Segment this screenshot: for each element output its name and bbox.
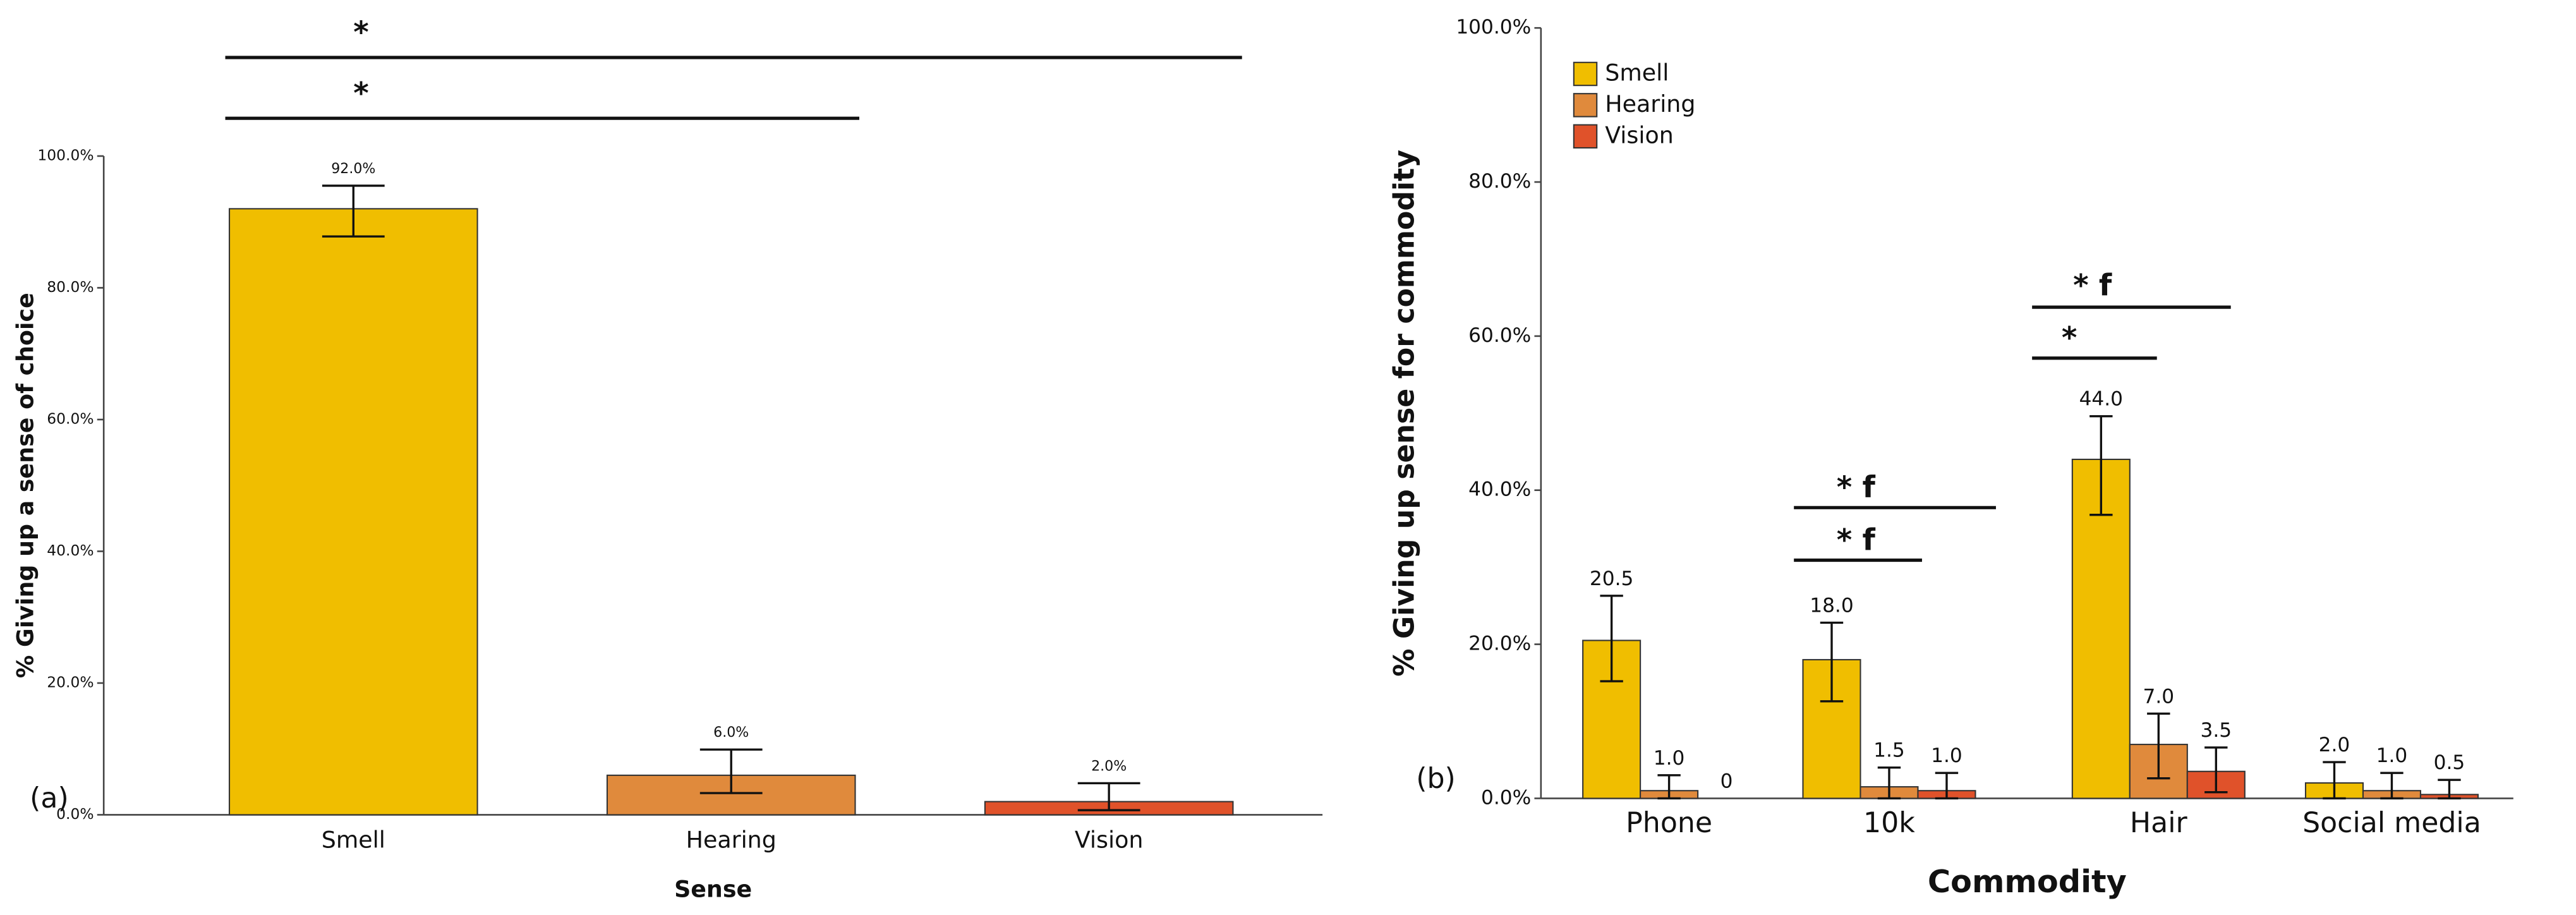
y-tick-label: 0.0% — [56, 805, 94, 823]
y-axis-title: % Giving up a sense of choice — [11, 293, 39, 678]
y-tick-label: 40.0% — [1468, 478, 1531, 501]
y-tick-label: 60.0% — [1468, 324, 1531, 347]
error-bar — [1657, 774, 1681, 800]
legend-label: Hearing — [1605, 90, 1695, 118]
bar — [228, 208, 478, 816]
x-axis-title: Commodity — [1928, 863, 2127, 900]
x-tick-label: Hair — [2130, 807, 2188, 839]
significance-label: * f — [1837, 471, 1876, 505]
value-label: 2.0% — [1091, 758, 1127, 774]
legend-label: Vision — [1605, 121, 1674, 148]
y-tick-label: 100.0% — [37, 146, 94, 164]
value-label: 44.0 — [2079, 388, 2123, 411]
x-tick-label: 10k — [1863, 807, 1915, 839]
error-bar — [2380, 772, 2404, 800]
x-tick-label: Social media — [2302, 807, 2481, 839]
error-bar — [322, 185, 385, 238]
error-bar — [2147, 712, 2170, 780]
error-bar — [2089, 415, 2113, 516]
error-bar — [1877, 766, 1901, 800]
legend-label: Smell — [1605, 59, 1669, 86]
value-label: 92.0% — [331, 161, 375, 177]
value-label: 3.5 — [2200, 719, 2232, 742]
panel-label: (a) — [30, 782, 69, 815]
value-label: 2.0 — [2319, 734, 2350, 756]
x-tick-label: Hearing — [686, 827, 777, 854]
error-bar — [1935, 772, 1959, 800]
significance-label: * — [2062, 322, 2077, 356]
panel-label: (b) — [1416, 763, 1456, 795]
error-bar — [1820, 621, 1844, 703]
value-label: 18.0 — [1810, 594, 1853, 617]
legend-swatch — [1573, 93, 1598, 118]
y-tick-label: 0.0% — [1481, 786, 1531, 809]
value-label: 7.0 — [2143, 685, 2175, 708]
y-tick-label: 60.0% — [47, 409, 94, 427]
significance-label: * f — [1837, 523, 1876, 557]
value-label: 0.5 — [2434, 751, 2465, 774]
value-label: 1.0 — [2376, 744, 2408, 767]
error-bar — [699, 748, 763, 794]
value-label: 1.0 — [1931, 744, 1962, 767]
x-tick-label: Phone — [1626, 807, 1712, 839]
value-label: 1.0 — [1654, 747, 1685, 770]
y-tick-label: 80.0% — [1468, 170, 1531, 193]
error-bar — [2323, 761, 2346, 800]
y-axis-title: % Giving up sense for commodity — [1389, 150, 1421, 677]
error-bar — [1077, 782, 1140, 811]
legend-swatch — [1573, 124, 1598, 149]
significance-label: * f — [2073, 269, 2112, 303]
x-axis-title: Sense — [674, 876, 752, 903]
error-bar — [2204, 746, 2228, 794]
error-bar — [2438, 779, 2461, 800]
y-tick-label: 100.0% — [1456, 16, 1531, 39]
bar — [1582, 639, 1642, 799]
significance-label: * — [353, 16, 368, 50]
y-tick-label: 20.0% — [47, 673, 94, 691]
legend-swatch — [1573, 61, 1598, 87]
value-label: 20.5 — [1590, 567, 1633, 590]
y-tick-label: 40.0% — [47, 542, 94, 559]
value-label: 0 — [1720, 770, 1733, 792]
y-tick-label: 80.0% — [47, 278, 94, 296]
value-label: 6.0% — [713, 724, 749, 741]
y-tick-label: 20.0% — [1468, 633, 1531, 655]
error-bar — [1600, 595, 1623, 682]
x-tick-label: Smell — [322, 827, 385, 854]
x-tick-label: Vision — [1075, 827, 1144, 854]
value-label: 1.5 — [1873, 739, 1905, 762]
significance-label: * — [353, 76, 368, 111]
